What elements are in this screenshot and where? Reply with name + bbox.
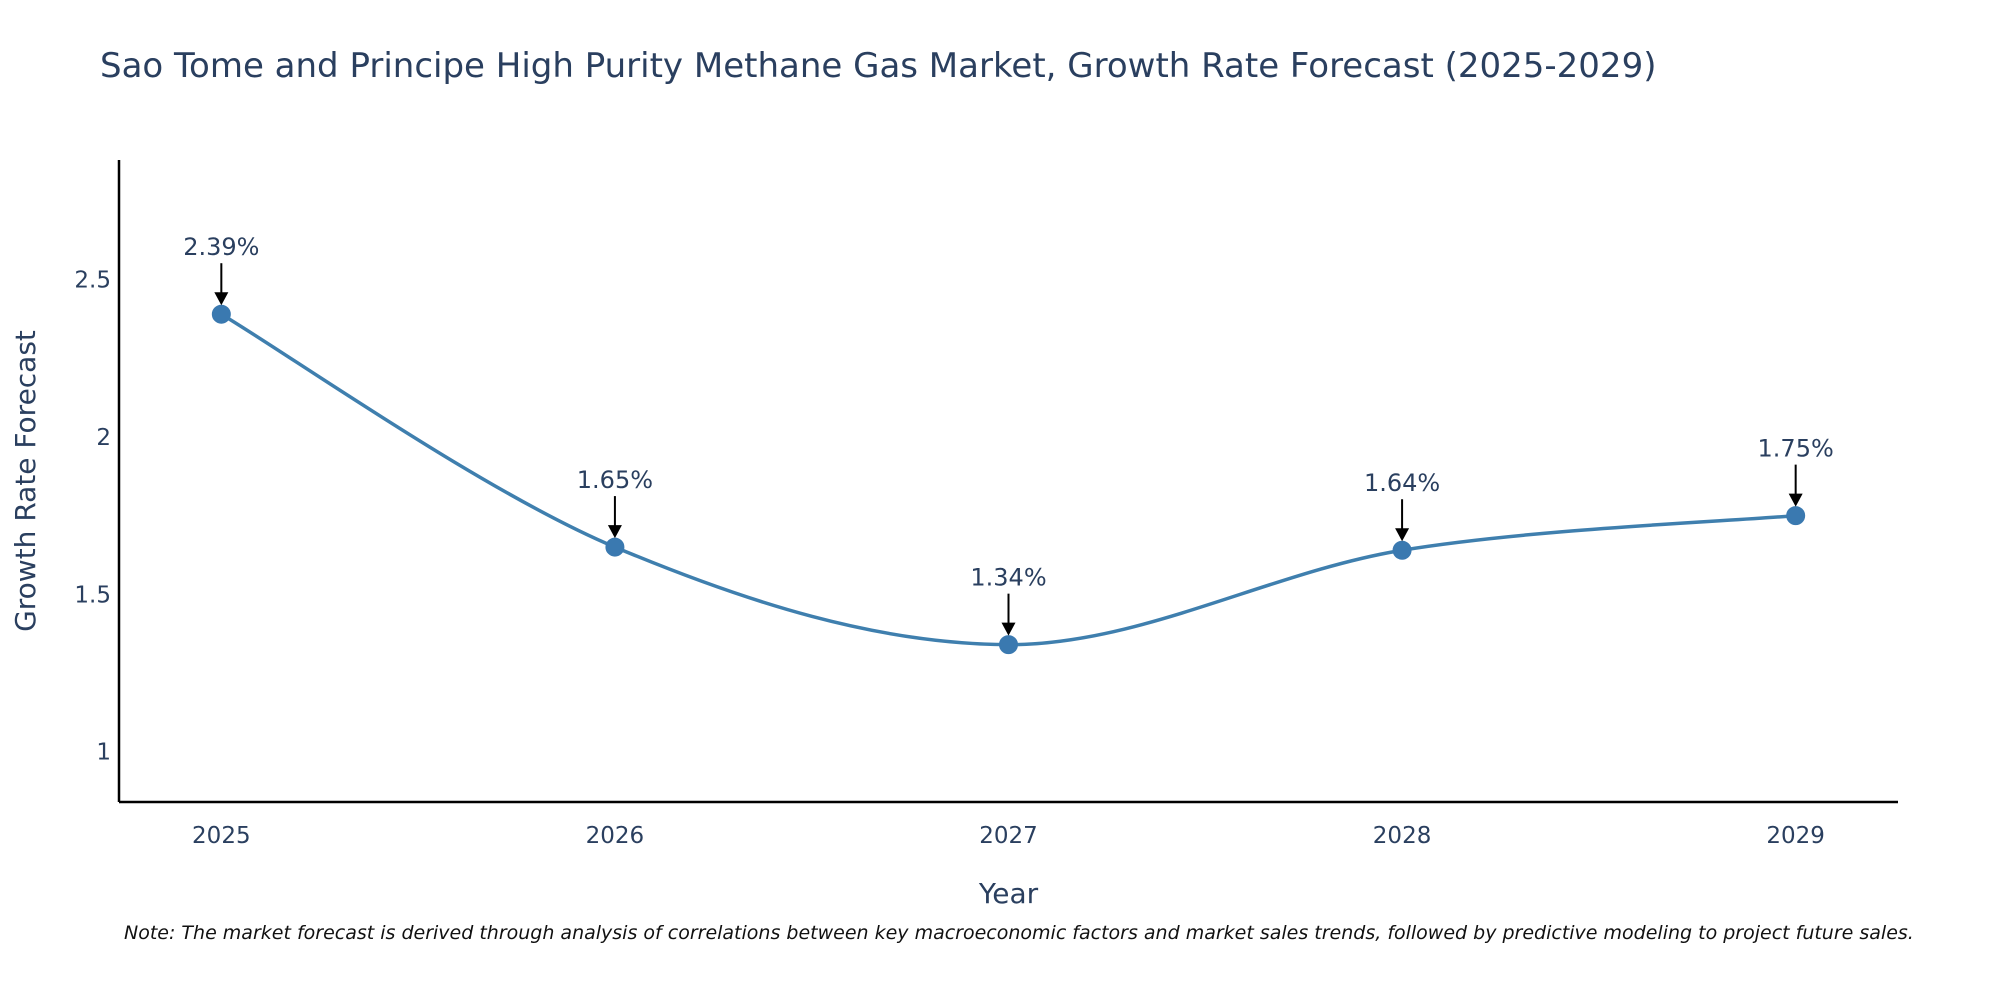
y-ticks: 1 1.5 2 2.5 bbox=[74, 268, 111, 766]
x-tick-label: 2028 bbox=[1373, 823, 1432, 849]
y-tick-label: 2.5 bbox=[74, 268, 111, 294]
annotation-arrow-head bbox=[607, 525, 622, 539]
x-tick-label: 2027 bbox=[979, 823, 1038, 849]
annotation-arrow-head bbox=[1395, 528, 1410, 542]
chart-title: Sao Tome and Principe High Purity Methan… bbox=[100, 46, 1657, 86]
y-tick-label: 1 bbox=[96, 740, 111, 766]
data-point bbox=[1786, 506, 1806, 526]
data-label: 2.39% bbox=[183, 233, 259, 261]
data-label: 1.64% bbox=[1364, 469, 1440, 497]
data-point bbox=[999, 635, 1018, 655]
y-axis-title: Growth Rate Forecast bbox=[9, 330, 42, 632]
x-axis-title: Year bbox=[978, 877, 1039, 910]
x-tick-label: 2029 bbox=[1766, 823, 1825, 849]
footnote: Note: The market forecast is derived thr… bbox=[124, 922, 1914, 944]
y-tick-label: 1.5 bbox=[74, 582, 111, 608]
markers bbox=[211, 304, 1806, 655]
annotation-arrow-head bbox=[1001, 622, 1016, 636]
x-tick-label: 2025 bbox=[192, 823, 251, 849]
x-tick-label: 2026 bbox=[586, 823, 645, 849]
data-point bbox=[605, 537, 625, 557]
y-tick-label: 2 bbox=[96, 425, 111, 451]
annotation-arrow-head bbox=[1788, 493, 1803, 507]
x-ticks: 2025 2026 2027 2028 2029 bbox=[192, 823, 1825, 849]
data-label: 1.75% bbox=[1758, 435, 1834, 463]
data-labels: 2.39% 1.65% 1.34% 1.64% 1.75% bbox=[183, 233, 1834, 636]
axes bbox=[117, 160, 1898, 804]
data-label: 1.65% bbox=[577, 466, 653, 494]
annotation-arrow-head bbox=[214, 292, 229, 306]
data-label: 1.34% bbox=[970, 564, 1046, 592]
data-point bbox=[211, 304, 231, 324]
data-point bbox=[1392, 540, 1412, 560]
